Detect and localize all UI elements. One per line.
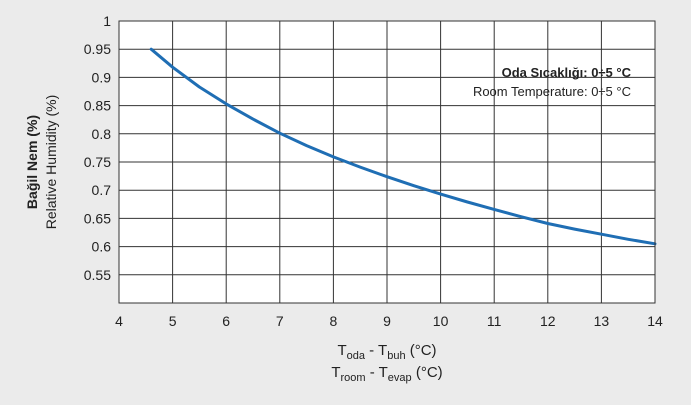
x-axis-ticks: 4 5 6 7 8 9 10 11 12 13 14: [115, 313, 663, 329]
x-tick-label: 4: [115, 313, 123, 329]
y-tick-label: 0.65: [84, 210, 111, 226]
x-tick-label: 13: [594, 313, 610, 329]
legend-subtitle: Room Temperature: 0÷5 °C: [473, 84, 631, 99]
x-tick-label: 7: [276, 313, 284, 329]
x-tick-label: 14: [647, 313, 663, 329]
y-axis-label-turkish: Bağil Nem (%): [24, 115, 40, 209]
y-tick-label: 1: [103, 13, 111, 29]
legend-title: Oda Sıcaklığı: 0÷5 °C: [502, 65, 632, 80]
y-tick-label: 0.8: [92, 126, 112, 142]
x-tick-label: 8: [330, 313, 338, 329]
y-axis-label-english: Relative Humidity (%): [43, 95, 59, 230]
series-line: [149, 47, 657, 246]
x-tick-label: 9: [383, 313, 391, 329]
x-axis-label-english: Troom - Tevap (°C): [331, 364, 442, 384]
series-layer: [149, 47, 657, 246]
x-tick-label: 11: [487, 313, 502, 329]
x-tick-label: 6: [222, 313, 230, 329]
x-tick-label: 10: [433, 313, 449, 329]
grid: [119, 21, 655, 303]
x-tick-label: 12: [540, 313, 556, 329]
y-axis-ticks: 0.55 0.6 0.65 0.7 0.75 0.8 0.85 0.9 0.95 1: [84, 13, 111, 283]
y-tick-label: 0.95: [84, 41, 111, 57]
y-tick-label: 0.75: [84, 154, 111, 170]
y-tick-label: 0.7: [92, 182, 112, 198]
x-tick-label: 5: [169, 313, 177, 329]
plot-frame: [118, 20, 656, 304]
y-tick-label: 0.6: [92, 239, 112, 255]
x-axis-label-turkish: Toda - Tbuh (°C): [337, 342, 436, 362]
y-tick-label: 0.9: [92, 69, 112, 85]
y-tick-label: 0.85: [84, 98, 111, 114]
y-tick-label: 0.55: [84, 267, 111, 283]
